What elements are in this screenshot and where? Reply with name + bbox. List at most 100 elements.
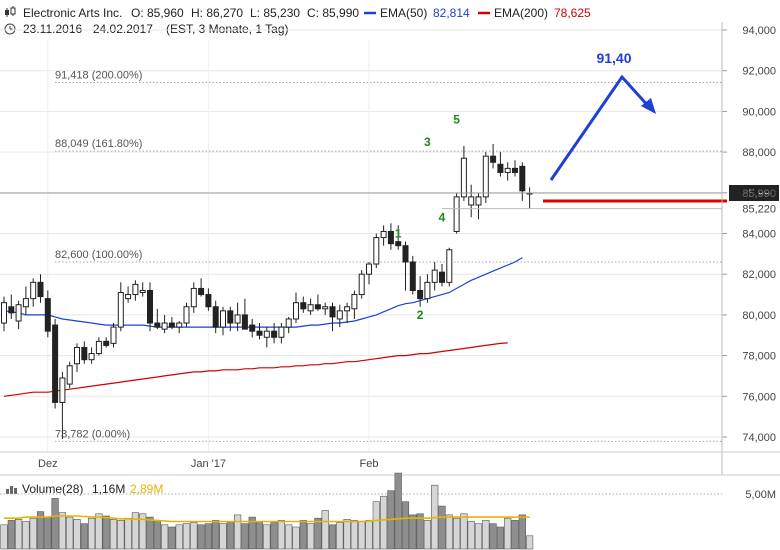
volume-bar [248, 516, 256, 550]
fib-level-label: 82,600 (100.00%) [55, 249, 142, 261]
y-tick-label: 94,000 [742, 25, 776, 37]
candle [373, 233, 380, 269]
clock-icon [4, 23, 16, 35]
volume-bar [175, 524, 183, 550]
volume-bar [88, 517, 96, 550]
candle-body [490, 155, 497, 163]
volume-bar [401, 501, 410, 550]
volume-bar [161, 524, 169, 550]
candle-body [512, 167, 518, 173]
candle-body [336, 310, 343, 320]
candle-body [453, 196, 460, 232]
x-tick-label: Dez [38, 458, 58, 470]
candle [431, 261, 438, 291]
candle [15, 300, 22, 330]
candle-body [205, 294, 212, 308]
volume-bar [365, 520, 373, 550]
candle [110, 323, 117, 348]
candle [424, 274, 431, 303]
candle-body [278, 326, 285, 338]
candle-body [190, 287, 197, 308]
candle [351, 290, 358, 319]
candle [190, 282, 197, 313]
candle [468, 184, 475, 218]
y-tick-label: 74,000 [742, 432, 776, 444]
grid [0, 29, 722, 452]
candle-body [95, 340, 102, 355]
wave-label: 3 [424, 135, 431, 149]
candle-body [81, 346, 88, 361]
candle-body [424, 281, 431, 300]
candle [103, 337, 110, 348]
candle [307, 298, 314, 315]
candle-body [351, 294, 358, 310]
candle [314, 294, 321, 311]
candle [395, 225, 402, 250]
volume-bar [285, 524, 293, 550]
volume-bar [496, 526, 505, 550]
candle [212, 300, 219, 334]
projection-arrow [549, 74, 652, 181]
volume-bar [117, 520, 125, 550]
candle-body [234, 314, 241, 324]
candle [446, 247, 453, 287]
candle [234, 302, 241, 332]
candle [526, 187, 533, 209]
volume-bars-icon [6, 486, 17, 494]
y-axis: 94,000 92,000 90,000 88,000 86,000 84,000 82,0… [721, 22, 776, 475]
volume-bar [22, 521, 30, 550]
y-tick-label: 92,000 [742, 66, 776, 78]
volume-bar [44, 516, 52, 550]
candle [453, 192, 460, 234]
volume-bar [416, 513, 424, 550]
volume-bar [0, 524, 8, 550]
candle-body [504, 167, 511, 173]
candle [490, 143, 497, 169]
volume-bar [379, 495, 388, 550]
volume-bar [518, 514, 526, 550]
candle [176, 321, 183, 334]
candle-body [30, 281, 37, 300]
volume-label: Volume(28) [22, 482, 83, 496]
volume-bar [350, 520, 359, 550]
candlestick-icon [5, 6, 16, 17]
candles [1, 143, 533, 440]
candle-body [110, 326, 117, 344]
candle-body [176, 322, 183, 328]
candle [300, 296, 307, 313]
candle [387, 223, 394, 250]
y-tick-label: 82,000 [742, 269, 776, 281]
volume-bar [474, 523, 483, 550]
candle [198, 278, 205, 297]
candle-body [52, 324, 59, 403]
candle [504, 162, 511, 181]
candle-body [198, 287, 205, 296]
candle-body [519, 165, 526, 192]
current-price-tag [729, 185, 779, 202]
volume-bar [234, 514, 242, 550]
candle-body [147, 289, 153, 324]
volume-bar [328, 524, 337, 550]
volume-bar [66, 516, 74, 550]
volume-bar [7, 520, 15, 550]
candle [460, 145, 467, 201]
chart-subheader: 23.11.2016 - 24.02.2017 (EST, 3 Monate, … [4, 22, 289, 36]
open-value: O: 85,960 [131, 6, 184, 20]
candle-body [1, 302, 7, 324]
chart-header: Electronic Arts Inc. O: 85,960 H: 86,270… [5, 6, 591, 20]
volume-bar [277, 520, 286, 550]
volume-bar [255, 521, 264, 550]
candle [205, 288, 212, 311]
volume-bar [438, 505, 446, 550]
ema-lines [3, 257, 523, 397]
y-tick-label: 78,000 [742, 351, 776, 363]
candle-body [139, 289, 146, 294]
volume-bar [73, 518, 81, 550]
volume-bar [343, 518, 351, 550]
candle [241, 298, 248, 330]
wave-label: 1 [395, 227, 402, 241]
volume-bar [190, 522, 198, 550]
low-value: L: 85,230 [250, 6, 300, 20]
candle-body [497, 163, 504, 173]
volume-bar [314, 517, 322, 550]
